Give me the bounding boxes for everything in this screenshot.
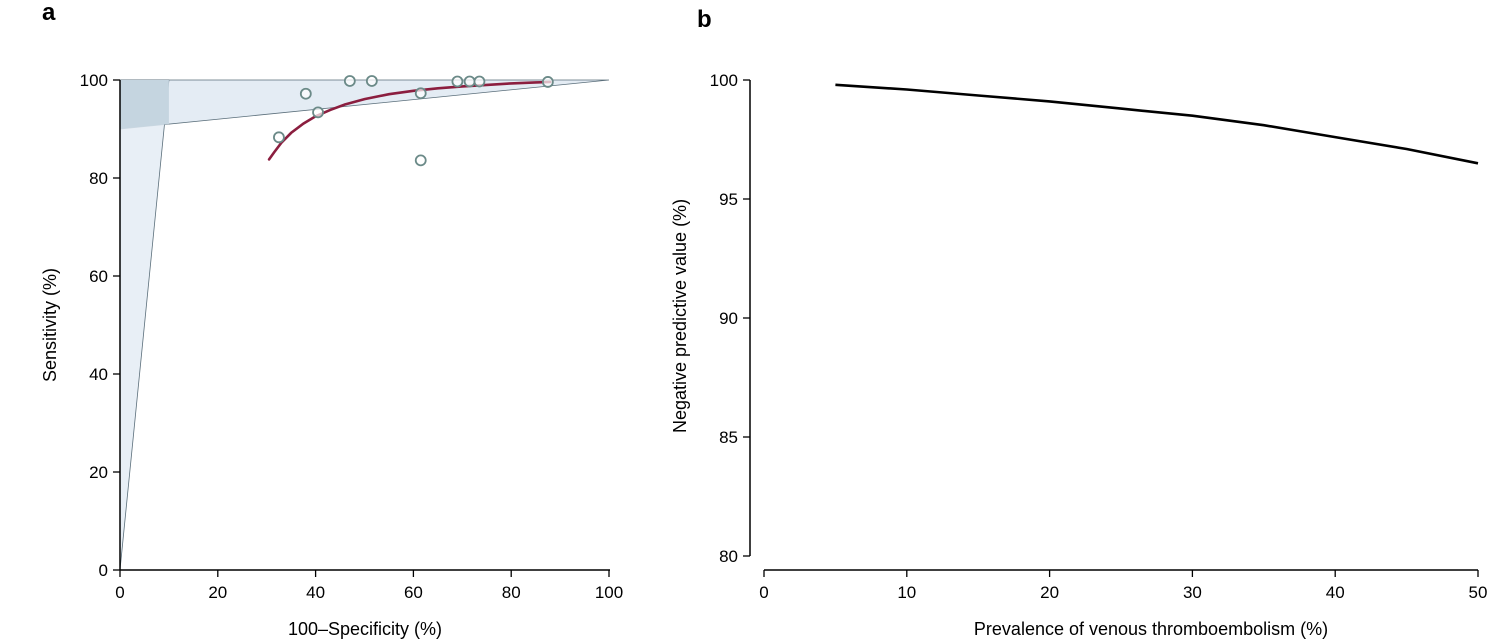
panel-a-x-tick-label: 80 — [502, 583, 521, 602]
panel-b-y-axis-title: Negative predictive value (%) — [670, 199, 690, 433]
panel-a-data-point — [451, 75, 464, 88]
panel-a-axes: 0 20 40 60 80 100 0 20 40 60 80 100 — [80, 71, 624, 602]
panel-b-axes: 0 10 20 30 40 50 80 85 90 95 100 — [710, 71, 1488, 602]
panel-a-x-tick-label: 60 — [404, 583, 423, 602]
panel-a-y-tick-label: 100 — [80, 71, 108, 90]
panel-a-data-point — [463, 75, 476, 88]
panel-a-overlap-region — [120, 80, 169, 129]
panel-b-x-tick-label: 40 — [1326, 583, 1345, 602]
panel-a-fit-curve — [267, 80, 552, 161]
panel-a-y-tick-label: 80 — [89, 169, 108, 188]
panel-a-y-tick-label: 20 — [89, 463, 108, 482]
panel-a-data-point — [365, 75, 378, 87]
panel-a-fit-curve-group — [267, 80, 552, 161]
panel-a-data-point — [541, 76, 554, 88]
panel-a-x-tick-label: 20 — [208, 583, 227, 602]
panel-a-x-tick-label: 40 — [306, 583, 325, 602]
panel-a-data-point — [299, 87, 312, 100]
panel-a-shaded-region-1 — [119, 79, 610, 130]
panel-a-y-tick-label: 40 — [89, 365, 108, 384]
panel-a-x-axis-title: 100–Specificity (%) — [288, 619, 442, 639]
panel-b-npv-line — [835, 83, 1479, 165]
panel-b-x-tick-label: 10 — [897, 583, 916, 602]
panel-a-points — [273, 75, 554, 167]
panel-a-data-point — [273, 131, 285, 144]
panel-a-shaded-region-2 — [119, 79, 170, 571]
panel-b-x-tick-label: 50 — [1469, 583, 1488, 602]
panel-b-y-tick-label: 95 — [719, 190, 738, 209]
panel-b-y-tick-label: 85 — [719, 428, 738, 447]
panel-a-data-point — [312, 106, 324, 119]
panel-a-shaded-regions — [119, 79, 610, 571]
panel-a-y-tick-label: 60 — [89, 267, 108, 286]
panel-a-data-point — [343, 75, 356, 87]
panel-b-y-tick-label: 80 — [719, 547, 738, 566]
panel-b-x-tick-label: 0 — [759, 583, 768, 602]
panel-b-letter: b — [697, 6, 712, 33]
panel-b-x-axis-title: Prevalence of venous thromboembolism (%) — [974, 619, 1328, 639]
panel-b-chart: b 0 10 20 30 40 50 80 85 90 95 100 Prevalence of v… — [670, 6, 1487, 639]
panel-a-chart: a 0 20 40 60 80 100 0 20 40 60 80 100 100–Specifici… — [40, 0, 623, 639]
panel-b-x-tick-label: 30 — [1183, 583, 1202, 602]
panel-a-x-tick-label: 0 — [115, 583, 124, 602]
panel-b-x-tick-label: 20 — [1040, 583, 1059, 602]
panel-a-data-point — [414, 87, 427, 100]
panel-a-letter: a — [42, 0, 56, 26]
panel-a-y-axis-title: Sensitivity (%) — [40, 268, 60, 382]
panel-a-x-tick-label: 100 — [595, 583, 623, 602]
panel-a-y-tick-label: 0 — [99, 561, 108, 580]
panel-a-data-point — [473, 75, 486, 88]
panel-b-y-tick-label: 90 — [719, 309, 738, 328]
panel-b-y-tick-label: 100 — [710, 71, 738, 90]
panel-a-data-point — [414, 154, 427, 167]
panel-b-line-group — [835, 83, 1479, 165]
